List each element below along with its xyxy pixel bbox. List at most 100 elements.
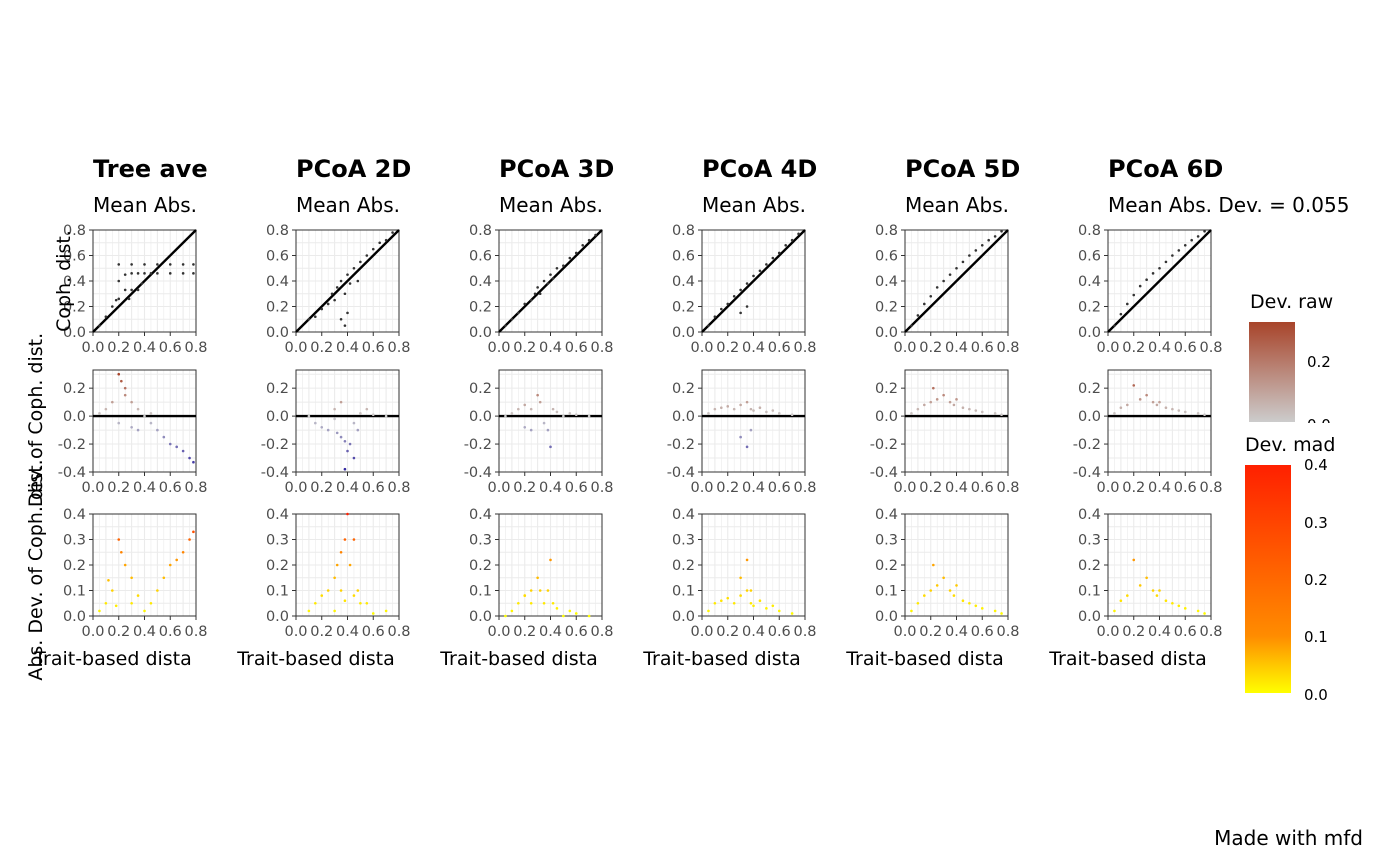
data-point (739, 594, 742, 597)
data-point (935, 398, 939, 401)
x-tick-label: 0.4 (539, 340, 562, 356)
data-point (523, 425, 527, 429)
y-tick-label: 0.4 (875, 274, 898, 290)
panel-subtitle: Mean Abs. (702, 193, 806, 217)
data-point (797, 232, 800, 236)
data-point (98, 412, 101, 415)
x-tick-label: 0.6 (565, 624, 588, 640)
data-point (1138, 584, 1142, 587)
data-point (929, 295, 933, 298)
data-point (107, 579, 110, 582)
data-point (745, 282, 749, 285)
y-tick-label: 0.1 (63, 584, 86, 600)
data-point (549, 558, 552, 562)
data-point (127, 297, 131, 301)
data-point (168, 272, 172, 275)
data-point (974, 409, 978, 412)
data-point (916, 314, 920, 317)
x-tick-label: 0.2 (1122, 340, 1145, 356)
y-tick-label: -0.4 (870, 465, 898, 481)
data-point (130, 425, 133, 429)
data-point (1126, 302, 1129, 306)
y-tick-label: 0.6 (875, 249, 898, 265)
data-point (752, 604, 755, 608)
y-tick-label: -0.4 (464, 465, 492, 481)
data-point (1164, 260, 1168, 264)
y-tick-label: 0.2 (469, 381, 492, 397)
y-tick-label: 0.6 (469, 249, 492, 265)
data-point (523, 302, 527, 306)
y-tick-label: 0.0 (63, 325, 86, 341)
data-point (713, 601, 717, 605)
data-point (536, 576, 539, 580)
data-point (923, 594, 926, 597)
y-tick-label: 0.4 (875, 507, 898, 523)
data-point (745, 558, 749, 562)
y-tick-label: 0.3 (875, 533, 898, 549)
x-tick-label: 0.6 (362, 624, 385, 640)
x-axis-title: Trait-based dista (236, 648, 395, 670)
data-point (726, 302, 730, 306)
data-point (546, 589, 550, 592)
y-tick-label: 0.0 (1078, 325, 1101, 341)
x-tick-label: 0.8 (793, 340, 816, 356)
x-tick-label: 0.6 (565, 480, 588, 496)
subplot-top: 0.00.20.40.60.80.0 0.2 0.4 0.6 0.8 (469, 223, 614, 356)
y-tick-label: 0.0 (1078, 609, 1101, 625)
data-point (980, 410, 984, 414)
y-tick-label: 0.0 (469, 609, 492, 625)
y-tick-label: 0.8 (875, 223, 898, 239)
data-point (749, 589, 753, 592)
data-point (1132, 293, 1136, 297)
data-point (143, 272, 146, 275)
y-tick-label: -0.4 (261, 465, 289, 481)
x-tick-label: 0.8 (590, 624, 613, 640)
data-point (749, 428, 753, 432)
subplot-bottom: 0.00.10.20.30.40.0 0.2 0.4 0.6 0.8 (672, 507, 817, 640)
y-tick-label: -0.2 (1073, 437, 1101, 453)
x-tick-label: 0.0 (690, 624, 713, 640)
data-point (365, 601, 369, 605)
data-point (777, 412, 781, 415)
x-tick-label: 0.2 (513, 480, 536, 496)
data-point (117, 297, 121, 301)
x-tick-label: 0.4 (742, 480, 765, 496)
y-tick-label: -0.4 (667, 465, 695, 481)
data-point (551, 277, 555, 280)
y-tick-label: 0.2 (875, 558, 898, 574)
data-point (384, 414, 388, 418)
data-point (1126, 594, 1129, 597)
data-point (1145, 393, 1148, 397)
data-point (111, 305, 114, 308)
y-tick-label: 0.0 (266, 409, 289, 425)
data-point (117, 279, 121, 283)
y-tick-label: -0.2 (667, 437, 695, 453)
data-point (562, 414, 565, 418)
data-point (955, 584, 958, 587)
y-tick-label: 0.2 (672, 300, 695, 316)
data-point (707, 609, 710, 613)
data-point (343, 292, 347, 296)
data-point (104, 407, 108, 411)
x-tick-label: 0.8 (184, 340, 207, 356)
y-tick-label: 0.2 (672, 558, 695, 574)
data-point (348, 282, 352, 285)
data-point (574, 612, 578, 615)
x-tick-label: 0.6 (1174, 340, 1197, 356)
data-point (1177, 409, 1181, 412)
data-point (546, 282, 550, 285)
identity-line (498, 229, 603, 333)
data-point (120, 550, 123, 554)
data-point (1183, 410, 1187, 414)
data-point (156, 428, 159, 432)
x-tick-label: 0.0 (284, 340, 307, 356)
data-point (1196, 412, 1200, 415)
data-point (378, 241, 381, 245)
legend-dev-mad: Dev. mad 0.4 0.3 0.2 0.1 0.0 (1245, 434, 1335, 704)
data-point (320, 307, 324, 311)
x-tick-label: 0.8 (590, 340, 613, 356)
data-point (536, 393, 539, 397)
data-point (333, 407, 336, 411)
